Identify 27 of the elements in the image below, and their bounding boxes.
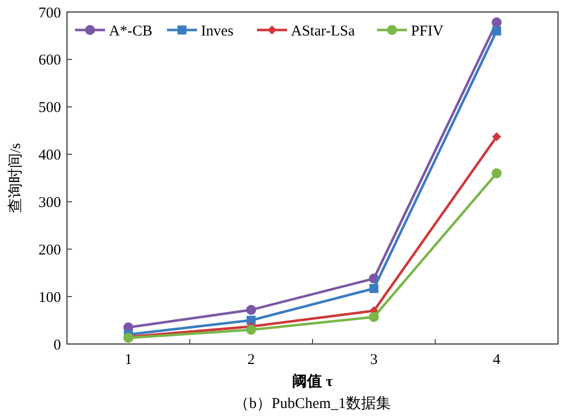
point (246, 304, 256, 315)
y-tick-label: 400 (38, 148, 61, 164)
y-tick-label: 500 (38, 100, 61, 116)
y-tick-label: 0 (54, 337, 61, 354)
y-tick-label: 700 (38, 5, 61, 22)
y-tick-label: 300 (38, 194, 61, 211)
x-tick-label: 3 (370, 352, 378, 368)
point (492, 17, 502, 28)
y-axis-title: 查询时间/s (7, 142, 24, 214)
point (369, 284, 378, 294)
legend-label: A*-CB (109, 23, 152, 40)
x-tick-label: 1 (124, 352, 132, 368)
legend-label: PFIV (411, 23, 444, 40)
x-tick-label: 4 (492, 352, 501, 368)
point (246, 324, 256, 335)
legend-label: Inves (201, 23, 234, 40)
point (492, 168, 502, 178)
y-tick-label: 600 (38, 52, 61, 69)
x-tick-label: 2 (247, 352, 255, 368)
point (492, 26, 502, 36)
point (368, 312, 379, 322)
text: （b）PubChem_1数据集 (234, 395, 391, 412)
y-tick-label: 200 (38, 242, 61, 258)
x-axis-title: 阈值 τ (292, 373, 333, 390)
point (492, 132, 502, 142)
y-tick-label: 100 (38, 290, 61, 306)
legend-label: AStar-LSa (291, 23, 356, 40)
